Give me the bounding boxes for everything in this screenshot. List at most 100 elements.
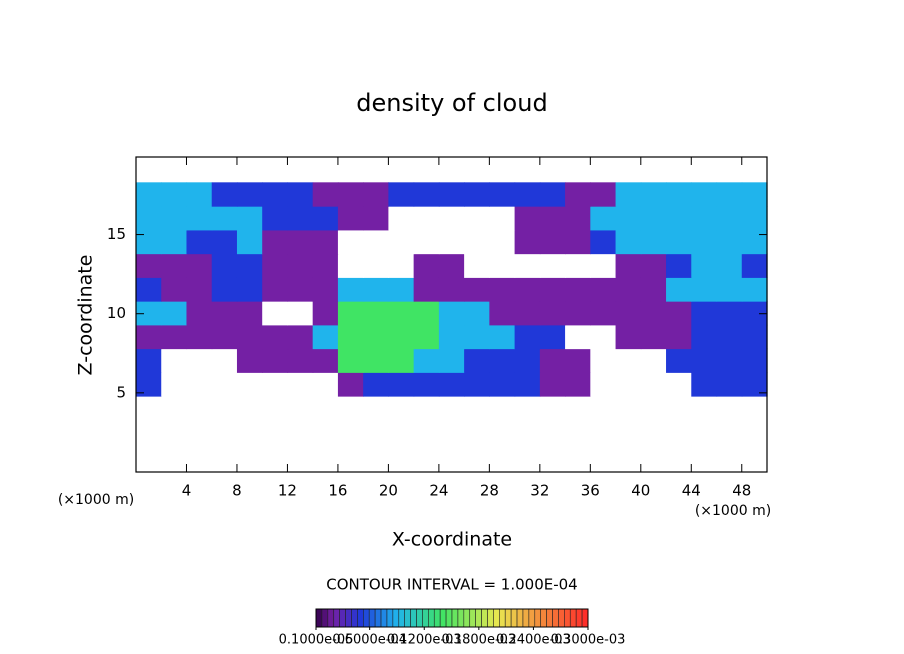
heat-cell [363, 324, 389, 350]
heat-cell [287, 372, 314, 397]
colorbar-band [552, 608, 559, 628]
heat-cell [438, 229, 465, 255]
heat-cell [691, 206, 718, 231]
y-tick-label: 15 [107, 225, 126, 243]
colorbar-band [481, 608, 488, 628]
heat-cell [211, 277, 238, 302]
heat-cell [186, 206, 213, 231]
heat-cell [615, 301, 642, 326]
heat-cell [262, 372, 289, 397]
heat-cell [640, 206, 667, 231]
colorbar-band [499, 608, 506, 628]
heat-cell [337, 301, 364, 326]
heat-cell [464, 253, 490, 278]
colorbar-band [457, 608, 465, 628]
heat-cell [236, 348, 263, 373]
heat-cell [312, 324, 339, 350]
heat-cell [337, 348, 364, 373]
heat-cell [161, 182, 188, 207]
heat-cell [741, 253, 768, 278]
heat-cell [363, 301, 389, 326]
heat-cell [363, 253, 389, 278]
colorbar-band [404, 608, 411, 628]
x-tick-label: 8 [232, 482, 242, 500]
heat-cell [287, 206, 314, 231]
heat-cell [438, 348, 465, 373]
heat-cell [287, 348, 314, 373]
heat-cell [161, 301, 188, 326]
heat-cell [438, 277, 465, 302]
heat-cell [565, 182, 591, 207]
colorbar-band [380, 608, 388, 628]
colorbar-band [510, 608, 518, 628]
colorbar-band [487, 608, 494, 628]
heat-cell [211, 182, 238, 207]
heat-cell [741, 182, 768, 207]
heat-cell [565, 229, 591, 255]
heat-cell [262, 253, 289, 278]
colorbar-band [327, 608, 335, 628]
heat-cell [615, 372, 642, 397]
heat-cell [262, 182, 289, 207]
heat-cell [388, 348, 415, 373]
colorbar-band [315, 608, 323, 628]
colorbar-band [558, 608, 565, 628]
heat-cell [413, 348, 440, 373]
heat-cell [438, 182, 465, 207]
heat-cell [287, 253, 314, 278]
heat-cell [388, 182, 415, 207]
heat-cell [211, 301, 238, 326]
colorbar-band [363, 608, 370, 628]
heat-cell [716, 372, 743, 397]
x-unit: (×1000 m) [695, 503, 771, 519]
heat-cell [464, 324, 490, 350]
heat-cell [590, 372, 617, 397]
heat-cell [413, 324, 440, 350]
colorbar-tick-label: 0.3000e-03 [551, 633, 626, 648]
heat-cell [287, 324, 314, 350]
colorbar-band [534, 608, 541, 628]
heat-cell [590, 348, 617, 373]
colorbar-band [392, 608, 400, 628]
heat-cell [691, 253, 718, 278]
heat-cell [691, 372, 718, 397]
heat-cell [489, 324, 516, 350]
heat-cell [615, 253, 642, 278]
colorbar-band [374, 608, 382, 628]
heat-cell [539, 229, 566, 255]
heat-cell [666, 253, 692, 278]
heat-cell [388, 324, 415, 350]
heat-cell [161, 372, 188, 397]
heat-cell [590, 206, 617, 231]
heat-cell [716, 206, 743, 231]
heat-cell [464, 372, 490, 397]
heat-cell [388, 301, 415, 326]
heat-cell [211, 348, 238, 373]
heat-cell [741, 348, 768, 373]
heat-cell [640, 301, 667, 326]
heat-cell [312, 206, 339, 231]
heat-cell [236, 182, 263, 207]
heat-cell [640, 372, 667, 397]
heat-cell [363, 229, 389, 255]
heat-cell [565, 372, 591, 397]
heat-cell [236, 229, 263, 255]
heat-cell [565, 277, 591, 302]
heat-cell [337, 253, 364, 278]
heat-cell [388, 253, 415, 278]
heat-cell [413, 229, 440, 255]
heat-cell [136, 324, 162, 350]
colorbar-band [581, 608, 589, 628]
heat-cell [741, 206, 768, 231]
heat-cell [186, 324, 213, 350]
colorbar-band [410, 608, 417, 628]
x-tick-label: 48 [732, 482, 751, 500]
heat-cell [287, 229, 314, 255]
colorbar-band [357, 608, 364, 628]
heat-cell [161, 324, 188, 350]
heat-cell [236, 324, 263, 350]
heat-cell [590, 229, 617, 255]
heat-cell [388, 229, 415, 255]
heat-cell [716, 301, 743, 326]
heat-cell [136, 348, 162, 373]
